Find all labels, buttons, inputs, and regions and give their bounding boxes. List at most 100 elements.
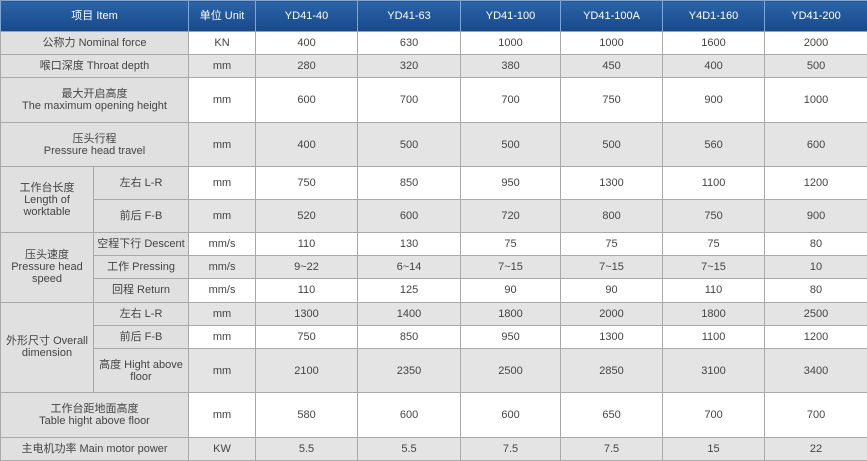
value-cell: 700 — [662, 392, 766, 438]
row-label: 左右 L-R — [92, 301, 190, 326]
header-model: Y4D1-160 — [662, 0, 766, 32]
value-cell: 280 — [255, 54, 359, 79]
value-cell: 130 — [357, 232, 462, 257]
value-cell: 1000 — [560, 30, 664, 56]
value-cell: 850 — [357, 166, 462, 201]
value-cell: 110 — [255, 232, 359, 257]
value-cell: 110 — [662, 278, 766, 303]
value-cell: 400 — [255, 121, 359, 168]
unit-cell: mm — [188, 347, 257, 394]
value-cell: 630 — [357, 30, 462, 56]
value-cell: 700 — [460, 77, 562, 123]
row-label: 工作台距地面高度 Table hight above floor — [0, 392, 190, 438]
value-cell: 1800 — [460, 301, 562, 326]
row-label: 前后 F-B — [92, 324, 190, 349]
row-label-cn: 主电机功率 Main motor power — [21, 442, 168, 455]
unit-cell: mm — [188, 392, 257, 438]
value-cell: 450 — [560, 54, 664, 79]
value-cell: 600 — [357, 199, 462, 234]
value-cell: 600 — [255, 77, 359, 123]
unit-cell: KW — [188, 436, 257, 461]
unit-cell: mm/s — [188, 232, 257, 257]
table-row: 公称力 Nominal force KN 400 630 1000 1000 1600 200… — [0, 30, 867, 56]
value-cell: 520 — [255, 199, 359, 234]
value-cell: 125 — [357, 278, 462, 303]
row-label-en: The maximum opening height — [22, 100, 167, 113]
value-cell: 22 — [764, 436, 867, 461]
value-cell: 2500 — [764, 301, 867, 326]
value-cell: 1400 — [357, 301, 462, 326]
row-label: 工作 Pressing — [92, 255, 190, 280]
value-cell: 7.5 — [560, 436, 664, 461]
value-cell: 1300 — [255, 301, 359, 326]
value-cell: 650 — [560, 392, 664, 438]
row-label-cn: 工作台距地面高度 — [50, 403, 139, 416]
value-cell: 3400 — [764, 347, 867, 394]
value-cell: 600 — [460, 392, 562, 438]
value-cell: 15 — [662, 436, 766, 461]
table-row: 最大开启高度 The maximum opening height mm 600 700… — [0, 77, 867, 123]
value-cell: 1100 — [662, 166, 766, 201]
value-cell: 2850 — [560, 347, 664, 394]
value-cell: 580 — [255, 392, 359, 438]
unit-cell: mm/s — [188, 278, 257, 303]
table-row: 工作台距地面高度 Table hight above floor mm 580 600 6… — [0, 392, 867, 438]
value-cell: 2100 — [255, 347, 359, 394]
group-label: 外形尺寸 Overall dimension — [0, 301, 94, 394]
row-label-en: Table hight above floor — [39, 415, 150, 428]
value-cell: 1000 — [460, 30, 562, 56]
value-cell: 7~15 — [460, 255, 562, 280]
row-label-cn: 最大开启高度 — [61, 88, 128, 101]
unit-cell: mm — [188, 324, 257, 349]
value-cell: 75 — [560, 232, 664, 257]
table-row: 压头行程 Pressure head travel mm 400 500 500 500 56… — [0, 121, 867, 168]
row-label: 回程 Return — [92, 278, 190, 303]
value-cell: 380 — [460, 54, 562, 79]
value-cell: 750 — [560, 77, 664, 123]
value-cell: 80 — [764, 232, 867, 257]
header-model: YD41-200 — [764, 0, 867, 32]
row-label: 高度 Hight above floor — [92, 347, 190, 394]
header-model: YD41-40 — [255, 0, 359, 32]
group-label: 压头速度 Pressure head speed — [0, 232, 94, 303]
unit-cell: mm — [188, 121, 257, 168]
value-cell: 320 — [357, 54, 462, 79]
unit-cell: mm/s — [188, 255, 257, 280]
value-cell: 600 — [764, 121, 867, 168]
table-row: 工作 Pressing mm/s 9~22 6~14 7~15 7~15 7~15 10 — [1, 255, 867, 280]
value-cell: 10 — [764, 255, 867, 280]
value-cell: 2000 — [764, 30, 867, 56]
value-cell: 80 — [764, 278, 867, 303]
row-label: 主电机功率 Main motor power — [0, 436, 190, 461]
value-cell: 720 — [460, 199, 562, 234]
value-cell: 600 — [357, 392, 462, 438]
value-cell: 750 — [255, 166, 359, 201]
value-cell: 75 — [460, 232, 562, 257]
value-cell: 7.5 — [460, 436, 562, 461]
row-label-cn: 公称力 Nominal force — [42, 37, 147, 50]
table-row: 高度 Hight above floor mm 2100 2350 2500 2850 31… — [1, 347, 867, 394]
unit-cell: KN — [188, 30, 257, 56]
header-model: YD41-63 — [357, 0, 462, 32]
row-label: 公称力 Nominal force — [0, 30, 190, 56]
value-cell: 2000 — [560, 301, 664, 326]
value-cell: 90 — [560, 278, 664, 303]
value-cell: 6~14 — [357, 255, 462, 280]
value-cell: 700 — [764, 392, 867, 438]
value-cell: 5.5 — [357, 436, 462, 461]
row-label-cn: 压头行程 — [72, 132, 117, 145]
value-cell: 9~22 — [255, 255, 359, 280]
header-item: 项目 Item — [0, 0, 190, 32]
value-cell: 75 — [662, 232, 766, 257]
header-model: YD41-100 — [460, 0, 562, 32]
value-cell: 400 — [662, 54, 766, 79]
value-cell: 1800 — [662, 301, 766, 326]
value-cell: 400 — [255, 30, 359, 56]
unit-cell: mm — [188, 166, 257, 201]
row-label-en: Pressure head travel — [43, 144, 146, 157]
value-cell: 7~15 — [560, 255, 664, 280]
value-cell: 2350 — [357, 347, 462, 394]
table-row: 喉口深度 Throat depth mm 280 320 380 450 400 500 — [0, 54, 867, 79]
value-cell: 1300 — [560, 166, 664, 201]
